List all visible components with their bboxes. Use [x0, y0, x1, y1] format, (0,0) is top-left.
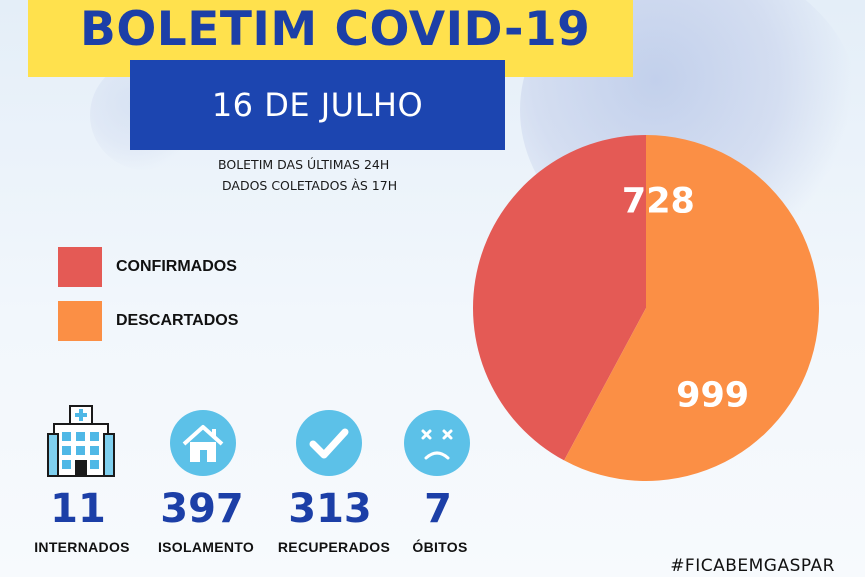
- legend-label-confirmados: CONFIRMADOS: [116, 258, 237, 275]
- stat-value-isolamento: 397: [160, 486, 244, 532]
- stat-label-obitos: ÓBITOS: [412, 539, 468, 555]
- pie-chart: 728 999: [473, 135, 819, 481]
- legend-swatch-descartados: [58, 301, 102, 341]
- stat-value-recuperados: 313: [288, 486, 372, 532]
- house-icon: [170, 410, 236, 476]
- page-title: BOLETIM COVID-19: [80, 2, 591, 57]
- subtitle-line-1: BOLETIM DAS ÚLTIMAS 24H: [218, 157, 390, 172]
- subtitle-line-2: DADOS COLETADOS ÀS 17H: [222, 178, 398, 193]
- sad-face-icon: [404, 410, 470, 476]
- pie-data-label-descartados: 999: [676, 376, 749, 416]
- legend-label-descartados: DESCARTADOS: [116, 312, 239, 329]
- stat-value-obitos: 7: [424, 486, 452, 532]
- date-banner: 16 DE JULHO: [130, 60, 505, 150]
- pie-data-label-confirmados: 728: [622, 182, 695, 222]
- legend-swatch-confirmados: [58, 247, 102, 287]
- stat-label-recuperados: RECUPERADOS: [277, 539, 391, 555]
- stat-label-isolamento: ISOLAMENTO: [157, 539, 255, 555]
- check-icon: [296, 410, 362, 476]
- report-date: 16 DE JULHO: [211, 86, 424, 124]
- pie-slice-confirmados: [473, 135, 646, 461]
- hospital-icon: [47, 405, 115, 477]
- hashtag: #FICABEMGASPAR: [670, 556, 835, 576]
- stat-value-internados: 11: [50, 486, 106, 532]
- stat-label-internados: INTERNADOS: [34, 539, 130, 555]
- pie-slice-descartados: [564, 135, 819, 481]
